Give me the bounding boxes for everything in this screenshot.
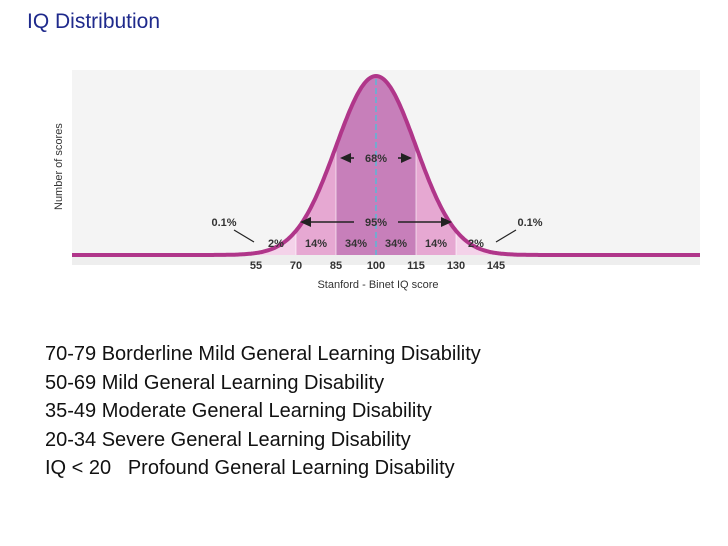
x-axis-label: Stanford - Binet IQ score bbox=[317, 279, 438, 291]
normal-curve bbox=[72, 73, 700, 257]
range-label-0: 68% bbox=[365, 153, 387, 165]
band-area-1 bbox=[256, 230, 296, 255]
x-tick-145: 145 bbox=[487, 260, 505, 272]
list-item-profound: IQ < 20 Profound General Learning Disabi… bbox=[45, 457, 455, 479]
x-tick-100: 100 bbox=[367, 260, 385, 272]
band-label-0: 0.1% bbox=[211, 217, 236, 229]
range-arrow-1 bbox=[300, 217, 452, 227]
bell-curve-svg: 68% 95% 0.1% 2% 14% 34% 34% 14% 2% 0.1% 55 70 85 10… bbox=[53, 70, 700, 291]
iq-distribution-chart: 68% 95% 0.1% 2% 14% 34% 34% 14% 2% 0.1% 55 70 85 10… bbox=[0, 50, 728, 300]
x-tick-115: 115 bbox=[407, 260, 425, 272]
list-item-mild: 50-69 Mild General Learning Disability bbox=[45, 371, 385, 394]
band-label-7: 0.1% bbox=[517, 217, 542, 229]
band-label-6: 2% bbox=[468, 238, 484, 250]
list-item-borderline: 70-79 Borderline Mild General Learning D… bbox=[45, 343, 481, 365]
slide-title: IQ Distribution bbox=[27, 10, 161, 33]
band-label-4: 34% bbox=[385, 238, 407, 250]
list-item-moderate: 35-49 Moderate General Learning Disabili… bbox=[45, 400, 432, 422]
list-item-severe: 20-34 Severe General Learning Disability bbox=[45, 428, 411, 451]
band-label-1: 2% bbox=[268, 238, 284, 250]
axis-strip bbox=[72, 255, 700, 265]
band-label-5: 14% bbox=[425, 238, 447, 250]
band-area-6 bbox=[456, 230, 496, 255]
band-label-pointer-7 bbox=[495, 229, 517, 243]
range-arrow-0 bbox=[340, 153, 412, 163]
band-label-pointer-0 bbox=[233, 229, 255, 243]
y-axis-label: Number of scores bbox=[53, 123, 65, 210]
x-tick-130: 130 bbox=[447, 260, 465, 272]
x-tick-55: 55 bbox=[250, 260, 262, 272]
x-tick-70: 70 bbox=[290, 260, 302, 272]
x-tick-85: 85 bbox=[330, 260, 342, 272]
band-label-3: 34% bbox=[345, 238, 367, 250]
band-label-2: 14% bbox=[305, 238, 327, 250]
range-label-1: 95% bbox=[365, 217, 387, 229]
disability-range-list: 70-79 Borderline Mild General Learning D… bbox=[45, 340, 481, 483]
